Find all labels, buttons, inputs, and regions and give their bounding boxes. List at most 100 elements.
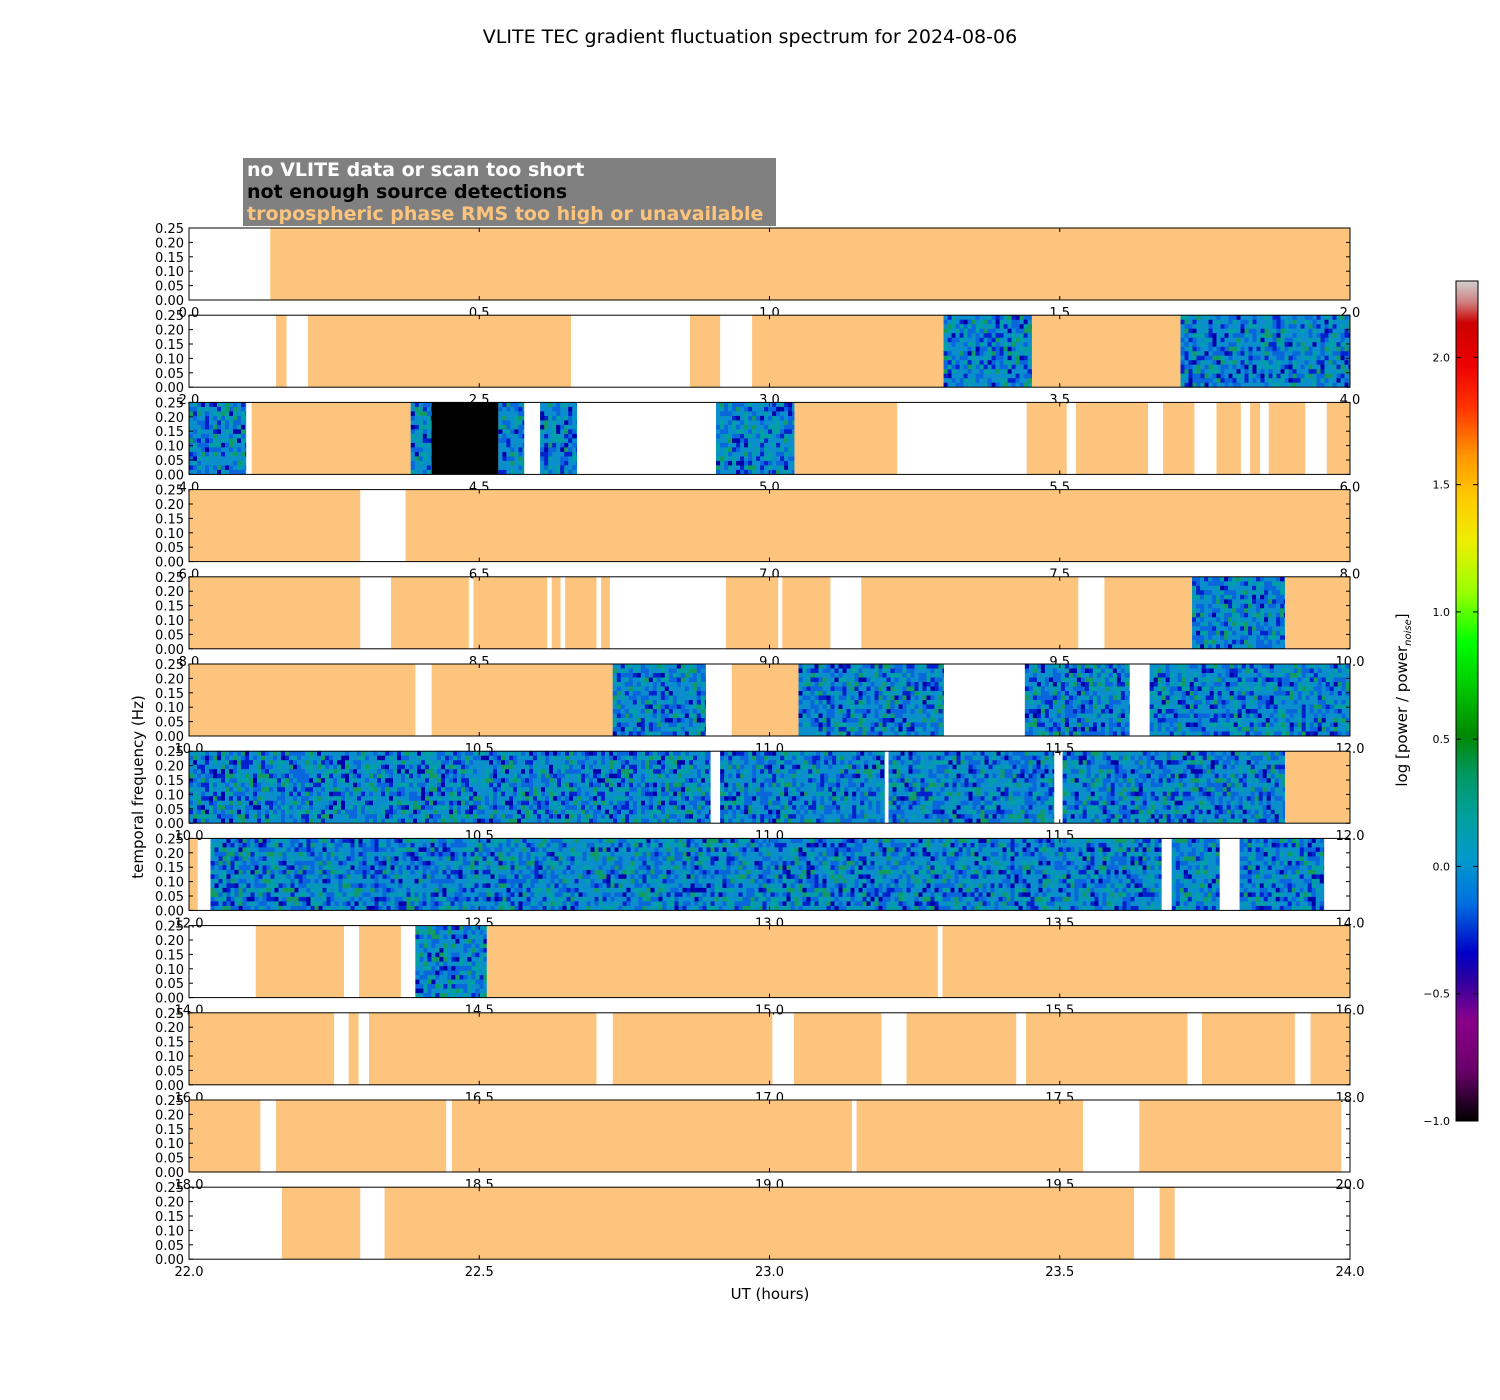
colorbar-tick-label: 0.0 <box>1433 860 1451 873</box>
no-detection-block <box>431 402 499 475</box>
tropo-block <box>1310 1012 1350 1085</box>
y-tick-label: 0.05 <box>155 454 184 469</box>
colorbar-gradient <box>1455 280 1479 1122</box>
legend-label-tropo-rms: tropospheric phase RMS too high or unava… <box>247 203 763 225</box>
y-tick-label: 0.00 <box>155 381 184 396</box>
y-tick-label: 0.20 <box>155 760 184 775</box>
y-tick-label: 0.05 <box>155 1152 184 1167</box>
x-tick-label: 20.0 <box>1336 1178 1365 1193</box>
tropo-block <box>276 315 287 388</box>
y-tick-label: 0.00 <box>155 992 184 1007</box>
y-tick-label: 0.25 <box>155 745 184 760</box>
tropo-block <box>308 315 571 388</box>
y-tick-label: 0.10 <box>155 788 184 803</box>
tropo-block <box>276 1100 447 1172</box>
y-tick-label: 0.05 <box>155 541 184 556</box>
tropo-block <box>255 925 344 998</box>
y-tick-label: 0.20 <box>155 585 184 600</box>
tropo-block <box>612 1012 773 1085</box>
y-axis-label: temporal frequency (Hz) <box>129 695 147 879</box>
y-tick-label: 0.10 <box>155 963 184 978</box>
tropo-block <box>565 576 597 649</box>
tropo-block <box>1284 751 1350 824</box>
y-tick-label: 0.15 <box>155 1036 184 1051</box>
y-tick-label: 0.15 <box>155 425 184 440</box>
x-tick-label: 23.0 <box>755 1265 784 1280</box>
spectrum-block <box>540 402 578 475</box>
legend-box: no VLITE data or scan too short not enou… <box>243 158 776 226</box>
y-tick-label: 0.25 <box>155 1007 184 1022</box>
tropo-block <box>189 1100 261 1172</box>
tropo-block <box>1163 402 1195 475</box>
y-tick-label: 0.00 <box>155 817 184 832</box>
y-tick-label: 0.05 <box>155 628 184 643</box>
tropo-block <box>689 315 721 388</box>
y-tick-label: 0.25 <box>155 571 184 586</box>
tropo-block <box>189 489 361 562</box>
spectrum-block <box>415 925 488 998</box>
spectrum-block <box>498 402 525 475</box>
y-tick-label: 0.25 <box>155 484 184 499</box>
y-tick-label: 0.10 <box>155 701 184 716</box>
tropo-block <box>281 1187 361 1260</box>
tropo-block <box>793 1012 882 1085</box>
tropo-block <box>189 838 198 911</box>
y-tick-label: 0.10 <box>155 440 184 455</box>
x-tick-label: 22.5 <box>465 1265 494 1280</box>
tropo-block <box>551 576 561 649</box>
y-tick-label: 0.10 <box>155 1224 184 1239</box>
y-tick-label: 0.25 <box>155 222 184 237</box>
tropo-block <box>1139 1100 1342 1172</box>
y-tick-label: 0.25 <box>155 832 184 847</box>
y-tick-label: 0.05 <box>155 1239 184 1254</box>
colorbar-tick-label: 1.5 <box>1433 479 1451 492</box>
tropo-block <box>359 925 401 998</box>
tropo-block <box>752 315 944 388</box>
spectrum-block <box>1024 664 1130 736</box>
x-tick-label: 24.0 <box>1336 1265 1365 1280</box>
spectrum-block <box>612 664 706 736</box>
y-tick-label: 0.25 <box>155 309 184 324</box>
y-tick-label: 0.20 <box>155 934 184 949</box>
tropo-block <box>906 1012 1017 1085</box>
spectrum-block <box>1180 315 1350 388</box>
tropo-block <box>348 1012 359 1085</box>
y-tick-label: 0.15 <box>155 948 184 963</box>
legend-background <box>243 158 776 226</box>
spectrum-block <box>189 402 247 475</box>
spectrum-block <box>1149 664 1350 736</box>
colorbar-tick-label: −1.0 <box>1423 1115 1450 1128</box>
y-tick-label: 0.05 <box>155 716 184 731</box>
x-tick-label: 18.0 <box>1336 1091 1365 1106</box>
spectrum-block <box>716 402 795 475</box>
y-tick-label: 0.15 <box>155 861 184 876</box>
y-tick-label: 0.10 <box>155 352 184 367</box>
y-tick-label: 0.25 <box>155 658 184 673</box>
y-tick-label: 0.00 <box>155 1253 184 1268</box>
spectrum-block <box>210 838 1162 911</box>
panel-12: 0.000.050.100.150.200.25 22.0 22.5 23.0 23.5… <box>155 1181 1364 1280</box>
colorbar-label-end: ] <box>1393 613 1411 619</box>
y-tick-label: 0.25 <box>155 396 184 411</box>
tropo-block <box>861 576 1079 649</box>
y-tick-label: 0.20 <box>155 498 184 513</box>
tropo-block <box>473 576 548 649</box>
y-tick-label: 0.05 <box>155 1064 184 1079</box>
y-tick-label: 0.10 <box>155 527 184 542</box>
y-tick-label: 0.00 <box>155 294 184 309</box>
tropo-block <box>1268 402 1306 475</box>
panel-1: 0.000.050.100.150.200.250.0 0.5 1.0 1.5 2.0 <box>155 222 1360 321</box>
spectrum-block <box>798 664 944 736</box>
colorbar-label: log [power / powernoise] <box>1393 613 1414 786</box>
y-tick-label: 0.00 <box>155 730 184 745</box>
legend-label-no-data: no VLITE data or scan too short <box>247 159 584 181</box>
colorbar-label-sub: noise <box>1403 619 1414 646</box>
spectrum-block <box>888 751 1055 824</box>
tropo-block <box>1326 402 1350 475</box>
colorbar-tick-label: −0.5 <box>1423 988 1450 1001</box>
panel-5: 0.000.050.100.150.200.258.0 8.5 9.0 9.5 10.0 <box>155 571 1364 670</box>
